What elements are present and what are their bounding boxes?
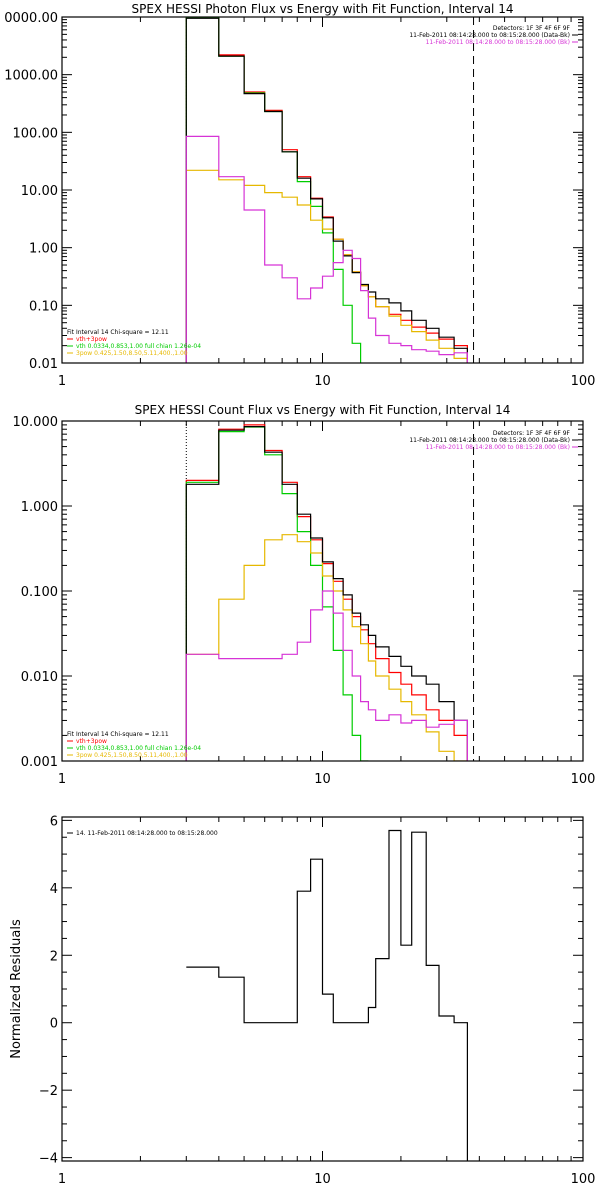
legend-entry: vth+3pow [76,738,107,745]
x-tick-label: 10 [314,772,331,787]
series-line-series-4 [185,426,468,761]
y-tick-label: 0.010 [21,670,58,685]
series-line-vth [185,426,369,761]
plot-area [186,829,468,1161]
series-line-3pow [185,534,468,761]
y-axis-label: Normalized Residuals [9,919,24,1059]
info-line: 11-Feb-2011 08:14:28.000 to 08:15:28.000… [426,444,570,451]
y-tick-label: 1.00 [29,242,58,257]
plot-frame [61,16,584,364]
y-tick-label: 1000.00 [4,69,58,84]
info-line: 11-Feb-2011 08:14:28.000 to 08:15:28.000… [409,437,570,444]
y-tick-label: −2 [39,1084,58,1099]
series-line-vth [185,17,362,363]
chart-panel-2: SPEX HESSI Count Flux vs Energy with Fit… [13,403,596,787]
series-line-series-5 [185,135,468,363]
series-line-series-4 [185,17,468,363]
legend-entry: 14. 11-Feb-2011 08:14:28.000 to 08:15:28… [76,830,218,837]
legend-entry: vth 0.0334,0.853,1.00 full chian 1.26e-0… [76,745,201,752]
y-tick-label: 0.10 [29,299,58,314]
x-tick-label: 100 [571,374,596,389]
x-tick-label: 100 [571,772,596,787]
x-tick-label: 10 [314,1172,331,1187]
legend-entry: Fit Interval 14 Chi-square = 12.11 [67,329,169,336]
plot-frame [61,420,584,762]
y-tick-label: 100.00 [13,126,59,141]
x-tick-label: 1 [58,772,66,787]
series-line-vth-3pow [185,424,468,761]
y-tick-label: 0000.00 [4,11,58,26]
y-tick-label: 0 [50,1017,58,1032]
x-tick-label: 1 [58,374,66,389]
x-tick-label: 10 [314,374,331,389]
info-line: 11-Feb-2011 08:14:28.000 to 08:15:28.000… [426,39,570,46]
plot-frame [61,816,584,1162]
info-line: Detectors: 1F 3F 4F 6F 9F [493,25,571,32]
legend-entry: 3pow 0.425,1.50,8.50,5.11,400.,1.00 [76,350,188,357]
y-tick-label: 4 [50,882,58,897]
chart-title: SPEX HESSI Count Flux vs Energy with Fit… [135,403,511,417]
y-tick-label: 10.000 [13,415,59,430]
chart-title: SPEX HESSI Photon Flux vs Energy with Fi… [132,2,514,16]
y-tick-label: 0.001 [21,755,58,770]
y-tick-label: 1.000 [21,500,58,515]
y-tick-label: 0.01 [29,357,58,372]
series-line-vth-3pow [185,17,468,363]
y-tick-label: −4 [39,1152,58,1167]
x-tick-label: 100 [571,1172,596,1187]
series-line-14- [186,829,468,1161]
y-tick-label: 0.100 [21,585,58,600]
legend-entry: vth 0.0334,0.853,1.00 full chian 1.26e-0… [76,343,201,350]
info-line: Detectors: 1F 3F 4F 6F 9F [493,430,571,437]
legend-entry: 3pow 0.425,1.50,8.50,5.11,400.,1.00 [76,752,188,759]
y-tick-label: 6 [50,814,58,829]
chart-panel-3: 1 10 100 −4 −2 0 2 4 6 Normalized Residuals 14. 11… [9,814,595,1187]
series-line-3pow [185,169,468,363]
plot-area [185,17,468,363]
legend-entry: Fit Interval 14 Chi-square = 12.11 [67,731,169,738]
info-line: 11-Feb-2011 08:14:28.000 to 08:15:28.000… [409,32,570,39]
y-tick-label: 10.00 [21,184,58,199]
chart-panel-1: SPEX HESSI Photon Flux vs Energy with Fi… [4,2,595,389]
plot-area [185,424,468,761]
y-tick-label: 2 [50,949,58,964]
series-line-series-5 [185,590,468,761]
x-tick-label: 1 [58,1172,66,1187]
legend-entry: vth+3pow [76,336,107,343]
